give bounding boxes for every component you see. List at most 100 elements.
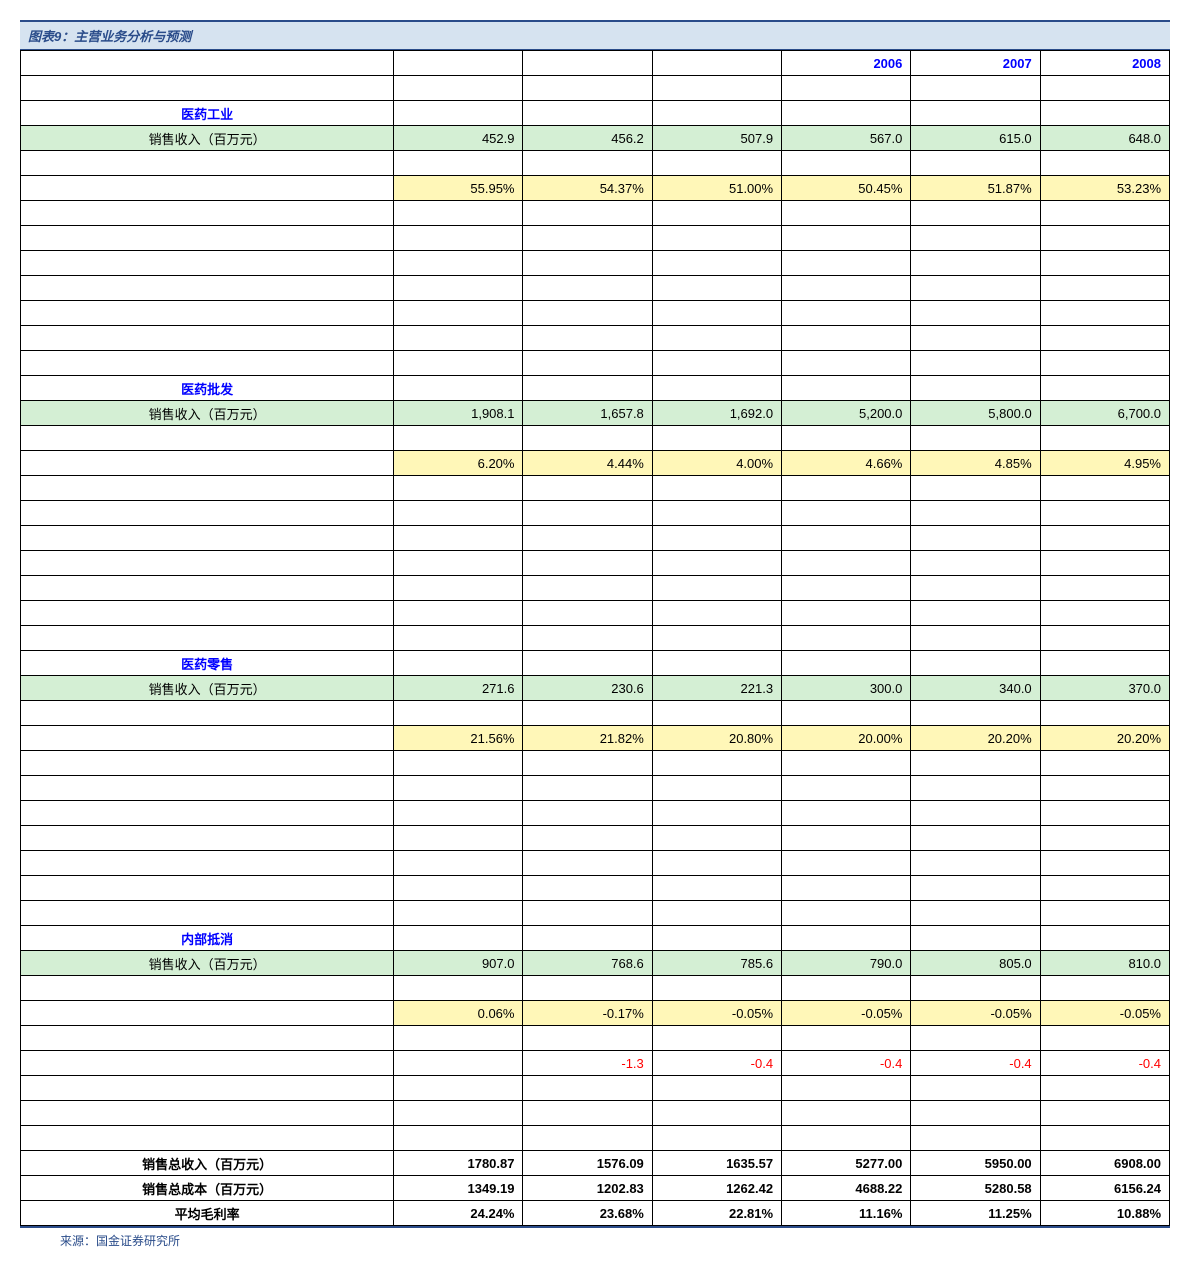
cell bbox=[652, 651, 781, 676]
cell bbox=[1040, 776, 1169, 801]
cell bbox=[523, 426, 652, 451]
cell bbox=[911, 301, 1040, 326]
cell bbox=[21, 1101, 394, 1126]
cell bbox=[21, 901, 394, 926]
cell bbox=[911, 576, 1040, 601]
cell bbox=[911, 901, 1040, 926]
cell bbox=[394, 1051, 523, 1076]
cell bbox=[782, 301, 911, 326]
cell bbox=[394, 276, 523, 301]
cell bbox=[652, 751, 781, 776]
cell bbox=[782, 351, 911, 376]
total-row: 销售总收入（百万元）1780.871576.091635.575277.0059… bbox=[21, 1151, 1170, 1176]
cell bbox=[1040, 801, 1169, 826]
cell bbox=[652, 801, 781, 826]
cell bbox=[21, 151, 394, 176]
cell bbox=[782, 101, 911, 126]
data-row bbox=[21, 251, 1170, 276]
data-row bbox=[21, 751, 1170, 776]
cell: 24.24% bbox=[394, 1201, 523, 1226]
cell bbox=[21, 1051, 394, 1076]
cell bbox=[782, 1126, 911, 1151]
cell bbox=[394, 1076, 523, 1101]
cell: 805.0 bbox=[911, 951, 1040, 976]
cell bbox=[394, 326, 523, 351]
cell bbox=[21, 826, 394, 851]
cell bbox=[523, 501, 652, 526]
cell bbox=[911, 751, 1040, 776]
cell bbox=[1040, 151, 1169, 176]
cell bbox=[782, 876, 911, 901]
cell bbox=[782, 601, 911, 626]
cell bbox=[21, 976, 394, 1001]
cell: 20.20% bbox=[1040, 726, 1169, 751]
cell: 54.37% bbox=[523, 176, 652, 201]
data-row: 销售收入（百万元）1,908.11,657.81,692.05,200.05,8… bbox=[21, 401, 1170, 426]
cell bbox=[21, 526, 394, 551]
cell bbox=[394, 651, 523, 676]
cell bbox=[21, 301, 394, 326]
data-row bbox=[21, 851, 1170, 876]
cell bbox=[911, 626, 1040, 651]
cell bbox=[523, 251, 652, 276]
cell bbox=[782, 476, 911, 501]
cell bbox=[652, 501, 781, 526]
cell: 790.0 bbox=[782, 951, 911, 976]
cell bbox=[782, 201, 911, 226]
cell bbox=[394, 851, 523, 876]
cell bbox=[1040, 826, 1169, 851]
cell bbox=[523, 551, 652, 576]
cell bbox=[21, 501, 394, 526]
cell bbox=[394, 301, 523, 326]
cell bbox=[394, 926, 523, 951]
cell: 6156.24 bbox=[1040, 1176, 1169, 1201]
cell: 370.0 bbox=[1040, 676, 1169, 701]
cell: 21.56% bbox=[394, 726, 523, 751]
cell: -0.4 bbox=[652, 1051, 781, 1076]
data-row bbox=[21, 826, 1170, 851]
cell bbox=[652, 526, 781, 551]
cell bbox=[652, 226, 781, 251]
section-header: 内部抵消 bbox=[21, 926, 1170, 951]
cell bbox=[911, 501, 1040, 526]
cell bbox=[21, 476, 394, 501]
cell bbox=[21, 251, 394, 276]
cell bbox=[21, 776, 394, 801]
section-header: 医药工业 bbox=[21, 101, 1170, 126]
cell bbox=[782, 776, 911, 801]
cell bbox=[523, 376, 652, 401]
cell bbox=[1040, 751, 1169, 776]
cell: 300.0 bbox=[782, 676, 911, 701]
cell bbox=[911, 226, 1040, 251]
cell bbox=[652, 976, 781, 1001]
cell: 1780.87 bbox=[394, 1151, 523, 1176]
cell: 内部抵消 bbox=[21, 926, 394, 951]
cell bbox=[782, 576, 911, 601]
cell: 医药批发 bbox=[21, 376, 394, 401]
cell: 销售收入（百万元） bbox=[21, 126, 394, 151]
cell bbox=[523, 351, 652, 376]
cell bbox=[1040, 976, 1169, 1001]
cell bbox=[782, 801, 911, 826]
spacer-row bbox=[21, 76, 1170, 101]
cell bbox=[652, 901, 781, 926]
cell bbox=[523, 876, 652, 901]
table-title: 图表9：主营业务分析与预测 bbox=[20, 22, 1170, 50]
data-row bbox=[21, 226, 1170, 251]
cell bbox=[523, 1126, 652, 1151]
data-row bbox=[21, 801, 1170, 826]
cell bbox=[652, 376, 781, 401]
cell bbox=[1040, 426, 1169, 451]
cell: 销售收入（百万元） bbox=[21, 401, 394, 426]
data-row: 55.95%54.37%51.00%50.45%51.87%53.23% bbox=[21, 176, 1170, 201]
total-row: 平均毛利率24.24%23.68%22.81%11.16%11.25%10.88… bbox=[21, 1201, 1170, 1226]
cell: -0.05% bbox=[782, 1001, 911, 1026]
data-row: 0.06%-0.17%-0.05%-0.05%-0.05%-0.05% bbox=[21, 1001, 1170, 1026]
cell bbox=[21, 701, 394, 726]
cell bbox=[394, 601, 523, 626]
cell bbox=[911, 426, 1040, 451]
cell bbox=[652, 876, 781, 901]
cell: 648.0 bbox=[1040, 126, 1169, 151]
cell bbox=[782, 626, 911, 651]
cell bbox=[394, 901, 523, 926]
